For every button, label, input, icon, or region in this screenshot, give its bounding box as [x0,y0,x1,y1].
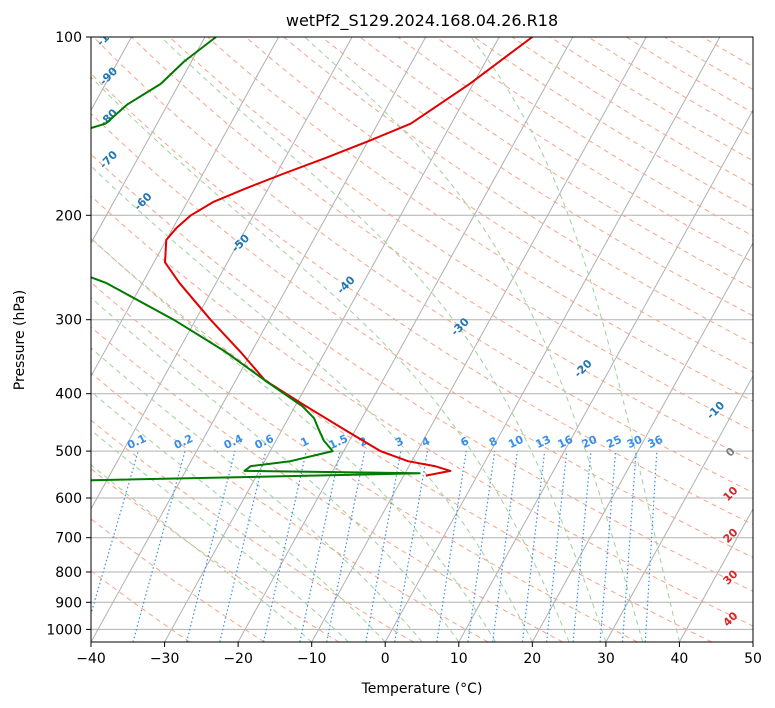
isotherm-line [91,37,353,510]
y-tick-label: 400 [55,387,82,403]
mixing-ratio-line [521,451,546,642]
x-tick-label: −20 [223,651,253,667]
y-tick-label: 600 [55,491,82,507]
mixing-ratio-line [91,450,139,616]
moist-adiabat-line [470,37,680,642]
mixing-ratio-label: 30 [625,433,645,451]
dry-adiabat-line [91,281,638,642]
isotherm-line [605,375,753,642]
profile-series [91,37,533,482]
y-tick-label: 200 [55,208,82,224]
isotherm-line [384,37,721,642]
mixing-ratio-line [492,451,518,642]
moist-adiabat-line [91,347,423,642]
dry-adiabat-label: -100 [94,20,123,49]
y-tick-label: 1000 [46,622,82,638]
isotherm-line [237,37,574,642]
dry-adiabat-line [91,518,265,642]
mixing-ratio-line [394,451,428,642]
dry-adiabat-line [283,37,753,345]
y-tick-label: 800 [55,565,82,581]
mixing-ratio-line [219,450,267,642]
x-tick-label: −30 [150,651,180,667]
moist-adiabat-line [91,297,460,642]
mixing-ratio-label: 20 [580,433,600,451]
plot-frame [90,36,754,643]
dry-adiabat-lines [91,37,753,642]
mixing-ratio-lines [91,450,658,642]
x-tick-label: 40 [670,651,688,667]
mixing-ratio-line [262,450,307,642]
x-axis: −40 −30 −20 −10 0 10 20 30 40 50 [76,642,762,667]
mixing-ratio-label: 36 [646,433,666,451]
dry-adiabat-line [91,570,190,642]
mixing-ratio-line [326,450,366,642]
dry-adiabat-line [245,37,753,373]
dry-adiabat-line [91,112,753,559]
dry-adiabat-line [169,37,753,432]
moist-adiabat-line [91,76,570,642]
mixing-ratio-label: 13 [534,433,553,451]
y-axis-label: Pressure (hPa) [12,290,28,390]
mixing-ratio-line [365,450,402,642]
moist-adiabat-line [91,237,497,642]
mixing-ratio-line [436,451,467,642]
profile-line [91,37,421,482]
y-tick-label: 300 [55,313,82,329]
x-tick-label: 10 [450,651,468,667]
y-tick-label: 100 [55,30,82,46]
isotherm-line [91,37,206,245]
y-tick-label: 900 [55,595,82,611]
isotherm-line [531,242,753,642]
mixing-ratio-label: 10 [506,433,526,451]
mixing-ratio-line [299,450,341,642]
dry-adiabat-line [91,153,753,592]
isobar-gridlines [91,37,753,630]
dry-adiabat-line [91,372,489,642]
moist-adiabat-line [91,464,313,642]
dry-adiabat-line [91,468,340,642]
moist-adiabat-line [160,37,607,642]
x-tick-label: −40 [76,651,106,667]
isotherm-line [91,37,280,378]
y-tick-label: 700 [55,531,82,547]
x-axis-label: Temperature (°C) [361,681,483,697]
moist-adiabat-lines [91,37,680,642]
profile-line [164,37,533,477]
x-tick-label: −10 [297,651,327,667]
y-tick-label: 500 [55,444,82,460]
isotherm-line [91,37,427,642]
mixing-ratio-label: 25 [604,433,623,451]
x-tick-label: 30 [597,651,615,667]
isotherm-line [164,37,500,642]
mixing-ratio-line [467,451,496,642]
x-tick-label: 20 [523,651,541,667]
mixing-ratio-label: 16 [556,433,576,451]
moist-adiabat-line [91,165,533,642]
mixing-ratio-line [186,450,236,642]
x-tick-label: 0 [381,651,390,667]
x-tick-label: 50 [744,651,762,667]
moist-adiabat-line [91,390,386,642]
isotherm-line [678,507,753,642]
chart-title: wetPf2_S129.2024.168.04.26.R18 [286,11,558,31]
dry-adiabat-line [91,195,753,627]
y-axis: 100 200 300 400 500 600 700 800 900 1000 [46,30,91,638]
mixing-ratio-line [132,450,186,642]
dry-adiabat-line [92,37,753,494]
dry-adiabat-line [321,37,753,317]
dry-adiabat-line [91,238,713,642]
moist-adiabat-line [91,429,349,642]
dry-adiabat-line [91,419,414,642]
isotherm-line [458,109,753,642]
